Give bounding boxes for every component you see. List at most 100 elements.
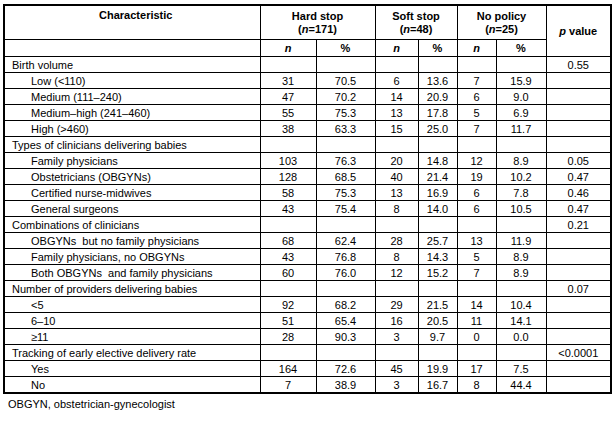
cell-nopolicy-n: 12 bbox=[457, 153, 496, 169]
cell-hard-pct: 75.4 bbox=[316, 201, 375, 217]
cell-nopolicy-n bbox=[457, 57, 496, 73]
cell-nopolicy-pct: 9.0 bbox=[496, 89, 546, 105]
cell-soft-n bbox=[375, 281, 418, 297]
cell-nopolicy-pct: 6.9 bbox=[496, 105, 546, 121]
cell-soft-n: 8 bbox=[375, 201, 418, 217]
cell-nopolicy-n: 6 bbox=[457, 185, 496, 201]
col-header-nopolicy-n: n bbox=[457, 40, 496, 57]
cell-soft-n: 45 bbox=[375, 361, 418, 377]
cell-nopolicy-n: 7 bbox=[457, 265, 496, 281]
table-row: 6–105165.41620.51114.1 bbox=[4, 313, 611, 329]
row-label: ≥11 bbox=[4, 329, 260, 345]
cell-p-value: 0.07 bbox=[546, 281, 611, 297]
cell-p-value: 0.21 bbox=[546, 217, 611, 233]
row-label: Birth volume bbox=[4, 57, 260, 73]
cell-soft-pct: 20.9 bbox=[418, 89, 457, 105]
cell-hard-pct: 76.0 bbox=[316, 265, 375, 281]
paper-table-page: Characteristic Hard stop(n=171) Soft sto… bbox=[0, 0, 615, 426]
cell-hard-pct: 75.3 bbox=[316, 185, 375, 201]
table-row: Combinations of clinicians0.21 bbox=[4, 217, 611, 233]
cell-hard-n: 47 bbox=[260, 89, 316, 105]
cell-nopolicy-n: 6 bbox=[457, 201, 496, 217]
cell-soft-pct: 16.7 bbox=[418, 377, 457, 394]
cell-soft-n: 12 bbox=[375, 265, 418, 281]
cell-soft-pct: 14.8 bbox=[418, 153, 457, 169]
cell-nopolicy-pct: 10.5 bbox=[496, 201, 546, 217]
cell-p-value bbox=[546, 249, 611, 265]
cell-p-value: 0.05 bbox=[546, 153, 611, 169]
table-row: OBGYNs but no family physicians6862.4282… bbox=[4, 233, 611, 249]
cell-nopolicy-n: 5 bbox=[457, 249, 496, 265]
cell-soft-pct bbox=[418, 57, 457, 73]
cell-soft-pct: 19.9 bbox=[418, 361, 457, 377]
cell-nopolicy-pct: 7.5 bbox=[496, 361, 546, 377]
cell-nopolicy-n bbox=[457, 137, 496, 153]
row-label: Types of clinicians delivering babies bbox=[4, 137, 260, 153]
table-row: Medium–high (241–460)5575.31317.856.9 bbox=[4, 105, 611, 121]
table-row: High (>460)3863.31525.0711.7 bbox=[4, 121, 611, 137]
cell-nopolicy-pct bbox=[496, 217, 546, 233]
cell-nopolicy-pct bbox=[496, 137, 546, 153]
cell-hard-n: 60 bbox=[260, 265, 316, 281]
cell-nopolicy-pct bbox=[496, 57, 546, 73]
row-label: Tracking of early elective delivery rate bbox=[4, 345, 260, 361]
cell-nopolicy-n: 17 bbox=[457, 361, 496, 377]
cell-hard-pct: 90.3 bbox=[316, 329, 375, 345]
cell-nopolicy-n: 13 bbox=[457, 233, 496, 249]
cell-hard-pct: 68.2 bbox=[316, 297, 375, 313]
cell-soft-pct: 25.7 bbox=[418, 233, 457, 249]
cell-hard-pct: 70.2 bbox=[316, 89, 375, 105]
cell-hard-pct bbox=[316, 345, 375, 361]
cell-soft-n: 16 bbox=[375, 313, 418, 329]
cell-nopolicy-n bbox=[457, 345, 496, 361]
cell-soft-n bbox=[375, 217, 418, 233]
cell-soft-pct: 16.9 bbox=[418, 185, 457, 201]
table-row: Family physicians10376.32014.8128.90.05 bbox=[4, 153, 611, 169]
cell-p-value bbox=[546, 233, 611, 249]
col-group-hard-stop: Hard stop(n=171) bbox=[260, 5, 375, 40]
cell-nopolicy-pct: 44.4 bbox=[496, 377, 546, 394]
cell-soft-pct: 20.5 bbox=[418, 313, 457, 329]
cell-p-value bbox=[546, 297, 611, 313]
cell-soft-n bbox=[375, 137, 418, 153]
cell-hard-n: 51 bbox=[260, 313, 316, 329]
col-header-nopolicy-pct: % bbox=[496, 40, 546, 57]
cell-p-value: <0.0001 bbox=[546, 345, 611, 361]
cell-soft-n: 29 bbox=[375, 297, 418, 313]
cell-p-value bbox=[546, 73, 611, 89]
cell-nopolicy-n: 7 bbox=[457, 121, 496, 137]
cell-nopolicy-pct: 11.9 bbox=[496, 233, 546, 249]
col-header-characteristic: Characteristic bbox=[4, 5, 260, 40]
cell-soft-pct bbox=[418, 281, 457, 297]
cell-hard-n: 31 bbox=[260, 73, 316, 89]
table-row: Obstetricians (OBGYNs)12868.54021.41910.… bbox=[4, 169, 611, 185]
cell-hard-pct: 38.9 bbox=[316, 377, 375, 394]
cell-hard-n: 43 bbox=[260, 201, 316, 217]
cell-p-value bbox=[546, 313, 611, 329]
cell-p-value bbox=[546, 329, 611, 345]
row-label: Number of providers delivering babies bbox=[4, 281, 260, 297]
cell-hard-n: 58 bbox=[260, 185, 316, 201]
cell-nopolicy-pct: 10.2 bbox=[496, 169, 546, 185]
cell-soft-n: 28 bbox=[375, 233, 418, 249]
cell-hard-n: 7 bbox=[260, 377, 316, 394]
header-row-groups: Characteristic Hard stop(n=171) Soft sto… bbox=[4, 5, 611, 40]
row-label: High (>460) bbox=[4, 121, 260, 137]
cell-soft-pct: 13.6 bbox=[418, 73, 457, 89]
cell-hard-pct: 76.3 bbox=[316, 153, 375, 169]
cell-hard-n bbox=[260, 345, 316, 361]
table-row: Tracking of early elective delivery rate… bbox=[4, 345, 611, 361]
cell-soft-pct bbox=[418, 345, 457, 361]
row-label: OBGYNs but no family physicians bbox=[4, 233, 260, 249]
cell-p-value bbox=[546, 377, 611, 394]
cell-hard-n: 92 bbox=[260, 297, 316, 313]
row-label: Medium–high (241–460) bbox=[4, 105, 260, 121]
cell-nopolicy-n: 8 bbox=[457, 377, 496, 394]
cell-hard-pct: 72.6 bbox=[316, 361, 375, 377]
cell-p-value bbox=[546, 121, 611, 137]
table-row: Types of clinicians delivering babies bbox=[4, 137, 611, 153]
cell-nopolicy-pct: 10.4 bbox=[496, 297, 546, 313]
table-row: Yes16472.64519.9177.5 bbox=[4, 361, 611, 377]
table-header: Characteristic Hard stop(n=171) Soft sto… bbox=[4, 5, 611, 57]
cell-hard-pct bbox=[316, 57, 375, 73]
